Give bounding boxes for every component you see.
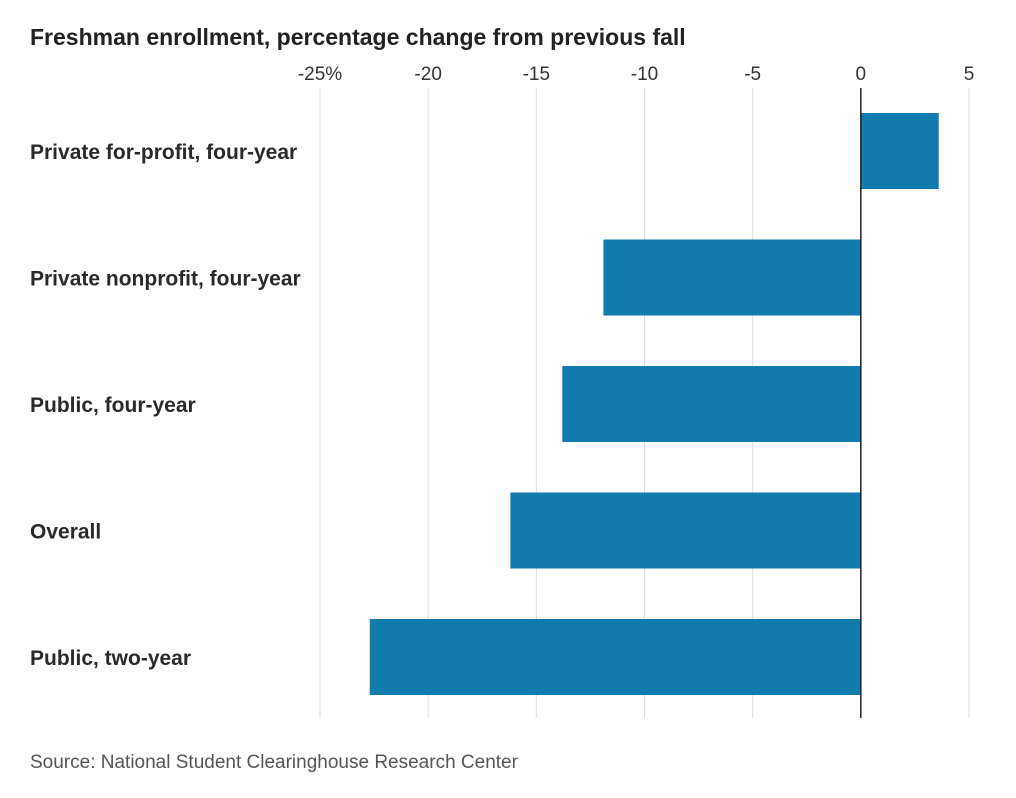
x-tick-label: 0 — [856, 64, 867, 85]
x-axis-ticks: -25% -20 -15 -10 -5 0 5 — [298, 64, 974, 85]
bar — [510, 492, 861, 569]
category-label: Private for-profit, four-year — [30, 141, 297, 164]
bars — [369, 113, 939, 695]
x-tick-label: -20 — [414, 64, 441, 85]
source-note: Source: National Student Clearinghouse R… — [30, 752, 519, 773]
category-label: Private nonprofit, four-year — [30, 268, 301, 291]
x-tick-label: 5 — [964, 64, 975, 85]
bar — [369, 619, 861, 695]
category-label: Overall — [30, 521, 101, 544]
x-tick-label: -25% — [298, 64, 342, 85]
x-tick-label: -5 — [744, 64, 761, 85]
bar — [860, 113, 939, 189]
chart-title: Freshman enrollment, percentage change f… — [30, 24, 686, 50]
category-label: Public, two-year — [30, 647, 191, 670]
bar — [603, 239, 861, 316]
bar — [562, 366, 861, 442]
x-tick-label: -10 — [631, 64, 658, 85]
category-label: Public, four-year — [30, 394, 196, 417]
category-labels: Private for-profit, four-year Private non… — [30, 141, 301, 670]
x-tick-label: -15 — [523, 64, 550, 85]
